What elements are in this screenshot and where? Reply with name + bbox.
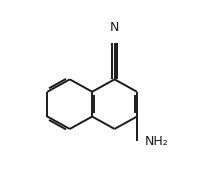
Text: N: N	[110, 21, 119, 34]
Text: NH₂: NH₂	[145, 135, 168, 148]
